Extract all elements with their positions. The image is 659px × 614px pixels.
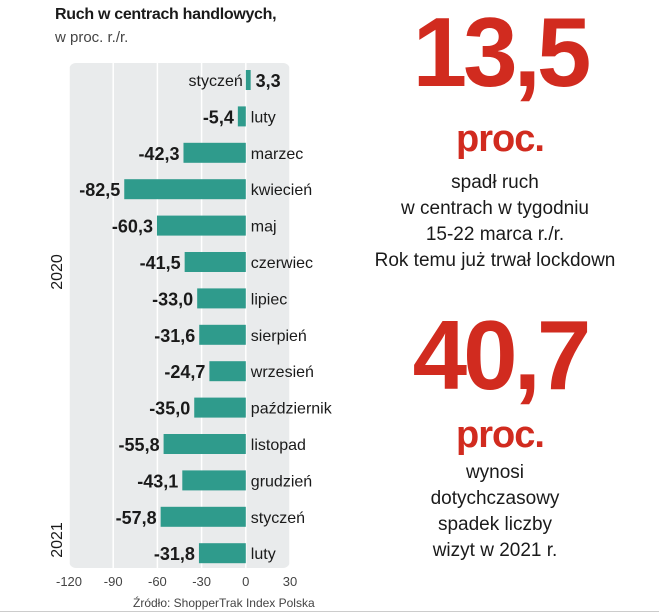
stat2-line: wizyt w 2021 r.: [432, 540, 558, 561]
source-note: Źródło: ShopperTrak Index Polska: [133, 596, 315, 610]
bar: [194, 397, 246, 418]
bar: [209, 361, 246, 382]
stat2-line: wynosi: [465, 462, 525, 483]
data-label: -55,8: [119, 435, 160, 455]
category-label: styczeń: [251, 510, 305, 527]
year-label: 2020: [49, 254, 66, 290]
data-label: -31,8: [154, 544, 195, 564]
bar: [199, 324, 246, 345]
bar: [198, 543, 246, 564]
category-label: grudzień: [251, 473, 312, 490]
bar: [182, 470, 246, 491]
chart-panel: [69, 63, 290, 568]
data-label: -41,5: [140, 253, 181, 273]
bar: [156, 215, 246, 236]
bar: [197, 288, 246, 309]
bar: [160, 506, 246, 527]
stat1-unit: proc.: [456, 118, 545, 160]
data-label: 3,3: [256, 71, 281, 91]
data-label: -5,4: [203, 107, 234, 127]
data-label: -31,6: [154, 326, 195, 346]
data-label: -82,5: [79, 180, 120, 200]
category-label: październik: [251, 401, 333, 418]
bar: [184, 252, 246, 272]
data-label: -35,0: [149, 399, 190, 419]
stat1-line: spadł ruch: [451, 172, 539, 193]
bar: [237, 106, 246, 127]
stat2-line: dotychczasowy: [430, 488, 560, 509]
category-label: maj: [251, 219, 277, 236]
bar: [124, 179, 246, 200]
stat1-line: 15-22 marca r./r.: [425, 224, 565, 245]
x-tick-label: 30: [283, 574, 297, 589]
category-label: styczeń: [189, 73, 243, 90]
category-label: listopad: [251, 437, 306, 454]
data-label: -33,0: [152, 289, 193, 309]
category-label: wrzesień: [250, 364, 314, 381]
category-label: lipiec: [251, 291, 287, 308]
x-tick-label: -120: [56, 574, 82, 589]
data-label: -24,7: [164, 362, 205, 382]
category-label: kwiecień: [251, 182, 312, 199]
data-label: -60,3: [112, 217, 153, 237]
data-label: -43,1: [137, 471, 178, 491]
x-tick-label: 0: [242, 574, 249, 589]
category-label: luty: [251, 546, 276, 563]
x-tick-label: -60: [148, 574, 167, 589]
stat2-unit: proc.: [456, 414, 545, 456]
stat2-description: wynosi dotychczasowy spadek liczby wizyt…: [375, 460, 615, 564]
bar: [163, 434, 246, 454]
bottom-rule: [0, 611, 659, 612]
stat1-description: spadł ruch w centrach w tygodniu 15-22 m…: [345, 170, 645, 274]
x-tick-label: -90: [104, 574, 123, 589]
stat2-line: spadek liczby: [437, 514, 553, 535]
category-label: marzec: [251, 146, 303, 163]
chart-title: Ruch w centrach handlowych,: [55, 6, 277, 23]
chart-subtitle: w proc. r./r.: [55, 29, 129, 46]
stat1-number: 13,5: [412, 0, 592, 107]
category-label: sierpień: [251, 328, 307, 345]
year-label: 2021: [49, 522, 66, 558]
data-label: -57,8: [116, 508, 157, 528]
stat2-number: 40,7: [412, 300, 592, 410]
stat1-line: Rok temu już trwał lockdown: [374, 250, 616, 271]
stat1-line: w centrach w tygodniu: [401, 198, 589, 219]
bar: [245, 70, 251, 90]
category-label: czerwiec: [251, 255, 313, 272]
bar: [183, 142, 246, 163]
data-label: -42,3: [138, 144, 179, 164]
category-label: luty: [251, 109, 276, 126]
x-tick-label: -30: [192, 574, 211, 589]
